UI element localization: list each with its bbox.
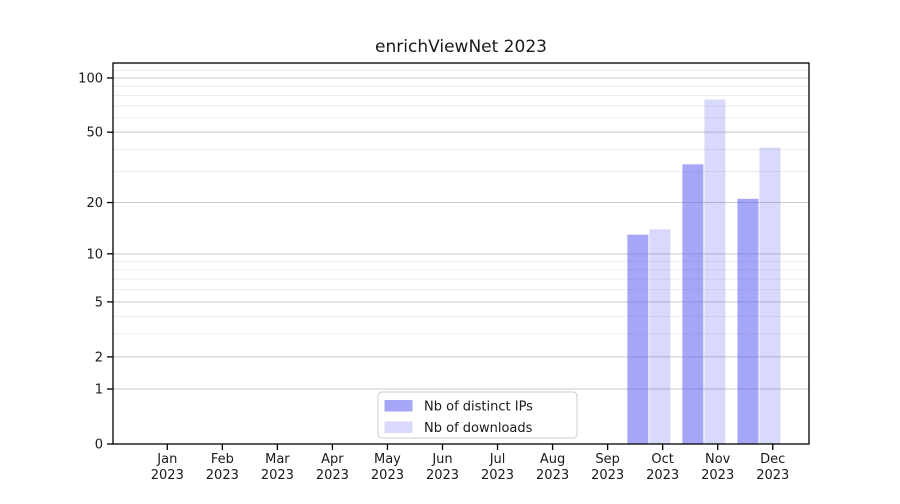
x-tick-label-month: Feb [211,452,234,467]
bar [649,229,671,444]
legend-box [377,391,578,439]
x-tick-label-month: Jul [489,452,506,467]
x-tick-label-year: 2023 [426,468,459,483]
y-tick-label: 100 [78,71,103,86]
x-tick-label-month: May [374,452,401,467]
x-tick-label-year: 2023 [261,468,294,483]
x-tick-label-year: 2023 [316,468,349,483]
bar [737,198,759,444]
x-tick-label-year: 2023 [371,468,404,483]
bar [759,147,781,444]
y-tick-label: 20 [86,196,103,211]
x-tick-label-month: Jan [156,452,177,467]
y-tick-label: 1 [95,383,103,398]
x-tick-label-year: 2023 [591,468,624,483]
bar [682,164,704,445]
x-tick-label-month: Dec [760,452,785,467]
y-tick-label: 0 [95,438,103,453]
legend-swatch [384,400,413,412]
y-tick-label: 50 [86,126,103,141]
x-tick-label-year: 2023 [536,468,569,483]
x-tick-label-month: Aug [540,452,565,467]
x-tick-label-month: Apr [321,452,344,467]
x-tick-label-month: Mar [265,452,290,467]
x-tick-label-year: 2023 [206,468,239,483]
legend-label: Nb of downloads [424,421,533,436]
y-tick-label: 5 [95,295,103,310]
x-tick-label-year: 2023 [151,468,184,483]
x-tick-label-year: 2023 [481,468,514,483]
y-tick-label: 2 [95,350,103,365]
x-tick-label-month: Sep [595,452,620,467]
legend-label: Nb of distinct IPs [424,400,533,415]
legend-swatch [384,421,413,433]
x-tick-label-year: 2023 [646,468,679,483]
x-tick-label-year: 2023 [756,468,789,483]
bar [704,99,726,445]
bar [627,234,649,444]
x-tick-label-month: Jun [431,452,452,467]
x-tick-label-month: Nov [705,452,731,467]
y-tick-label: 10 [86,247,103,262]
x-tick-label-month: Oct [651,452,673,467]
x-tick-label-year: 2023 [701,468,734,483]
chart-title: enrichViewNet 2023 [375,37,547,57]
